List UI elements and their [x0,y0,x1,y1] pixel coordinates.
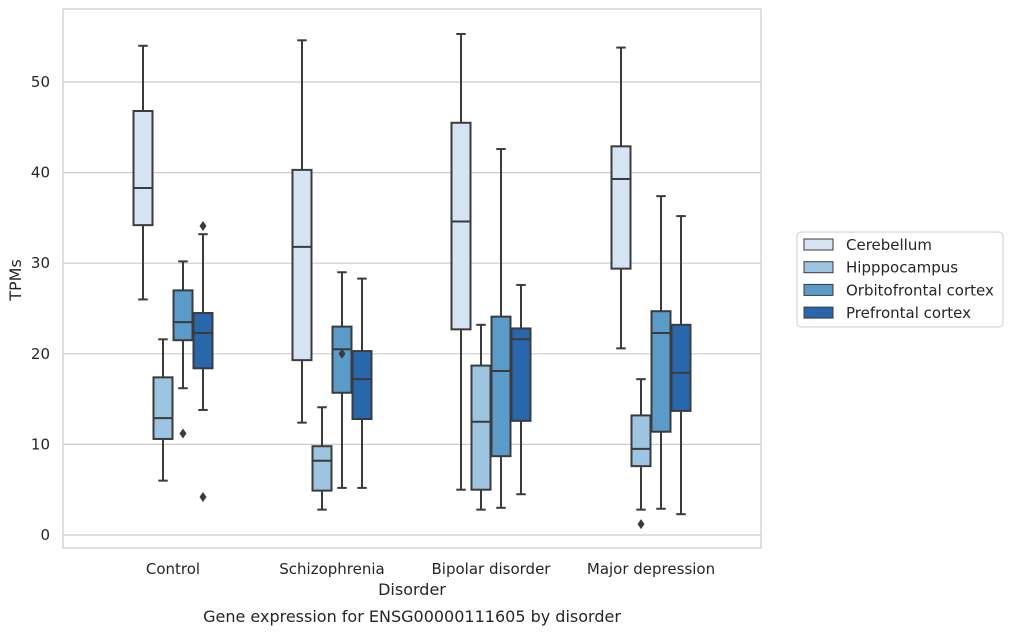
outlier-point [199,221,207,232]
box-body [311,445,333,492]
legend-swatch [803,238,834,251]
outlier-point [338,348,346,359]
x-tick-label: Control [146,560,200,578]
y-tick-labels: 0 10 20 30 40 50 [31,73,50,544]
legend-label: Hipppocampus [846,259,958,277]
box-body [152,376,174,440]
box-body [132,109,154,227]
box-3-0 [192,221,214,502]
x-tick-label: Major depression [587,560,715,578]
box-body [291,168,313,362]
y-tick-label: 50 [31,73,50,91]
legend-swatch [803,261,834,274]
box-body [450,121,472,331]
y-tick-label: 30 [31,254,50,272]
box-1-1 [311,406,333,511]
x-tick-label: Schizophrenia [279,560,384,578]
y-tick-label: 0 [40,526,50,544]
x-tick-labels: Control Schizophrenia Bipolar disorder Majo… [146,560,715,578]
outlier-point [199,491,207,502]
y-tick-label: 40 [31,164,50,182]
outlier-point [637,519,645,530]
box-body [510,327,532,422]
y-tick-label: 10 [31,435,50,453]
box-body [610,145,632,270]
box-body [490,315,512,458]
x-tick-label: Bipolar disorder [432,560,552,578]
gridlines [63,81,761,536]
x-axis-label: Disorder [378,580,446,599]
box-0-3 [610,46,632,350]
legend-label: Cerebellum [846,236,932,254]
box-body [470,364,492,491]
box-0-0 [132,44,154,301]
legend-swatch [803,306,834,319]
box-1-3 [630,378,652,530]
outlier-point [179,428,187,439]
box-body [670,323,692,412]
box-0-2 [450,32,472,491]
boxes [132,32,692,530]
legend-label: Orbitofrontal cortex [846,281,994,299]
box-body [172,289,194,342]
legend-frame [796,231,1004,328]
legend: Cerebellum Hipppocampus Orbitofrontal cort… [796,231,1004,328]
plot-area [62,8,762,549]
box-body [650,310,672,433]
y-axis-label: TPMs [6,259,25,302]
chart-caption: Gene expression for ENSG00000111605 by d… [203,607,621,626]
box-0-1 [291,39,313,424]
box-body [351,350,373,421]
legend-swatch [803,283,834,296]
legend-label: Prefrontal cortex [846,304,971,322]
box-3-3 [670,215,692,516]
box-body [630,414,652,468]
box-2-2 [490,148,512,509]
box-2-3 [650,195,672,510]
y-tick-label: 20 [31,345,50,363]
box-body [331,325,353,394]
box-body [192,312,214,370]
box-3-1 [351,277,373,489]
box-3-2 [510,283,532,496]
box-1-0 [152,338,174,482]
